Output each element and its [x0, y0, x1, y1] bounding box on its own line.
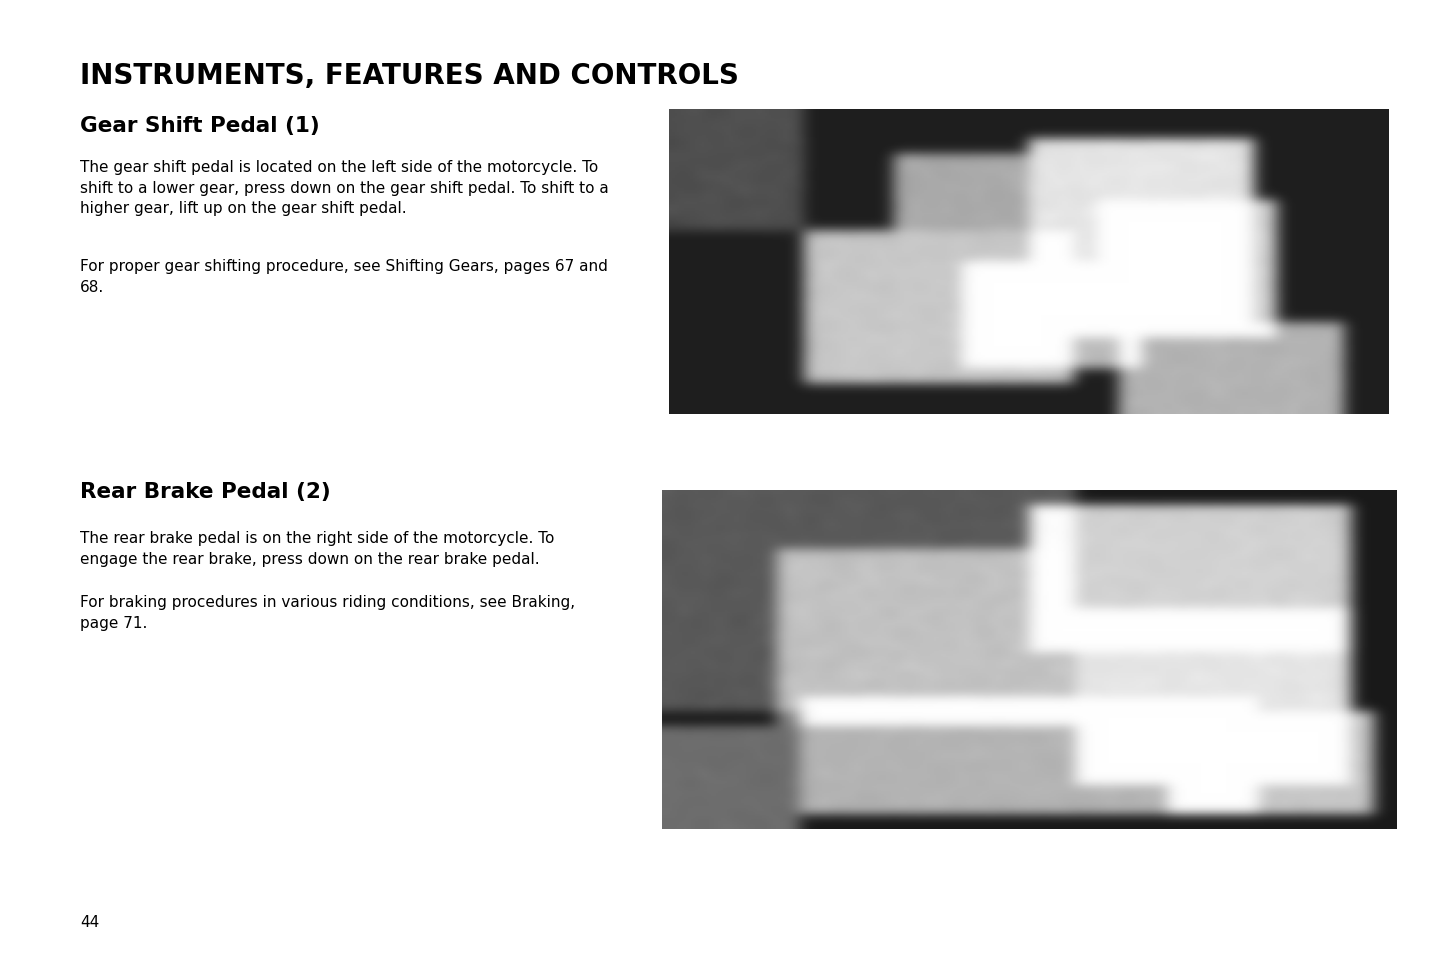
Text: 2: 2	[1312, 725, 1320, 739]
Text: The gear shift pedal is located on the left side of the motorcycle. To
shift to : The gear shift pedal is located on the l…	[80, 160, 609, 215]
Text: INSTRUMENTS, FEATURES AND CONTROLS: INSTRUMENTS, FEATURES AND CONTROLS	[80, 62, 739, 90]
Text: Rear Brake Pedal (2): Rear Brake Pedal (2)	[80, 481, 330, 501]
Circle shape	[1287, 713, 1345, 751]
Text: The rear brake pedal is on the right side of the motorcycle. To
engage the rear : The rear brake pedal is on the right sid…	[80, 531, 554, 566]
Text: 1: 1	[758, 208, 766, 221]
Text: For proper gear shifting procedure, see Shifting Gears, pages 67 and
68.: For proper gear shifting procedure, see …	[80, 259, 608, 294]
Text: Gear Shift Pedal (1): Gear Shift Pedal (1)	[80, 116, 320, 136]
Circle shape	[733, 195, 791, 233]
Text: 44: 44	[80, 914, 99, 929]
Text: For braking procedures in various riding conditions, see Braking,
page 71.: For braking procedures in various riding…	[80, 595, 576, 630]
